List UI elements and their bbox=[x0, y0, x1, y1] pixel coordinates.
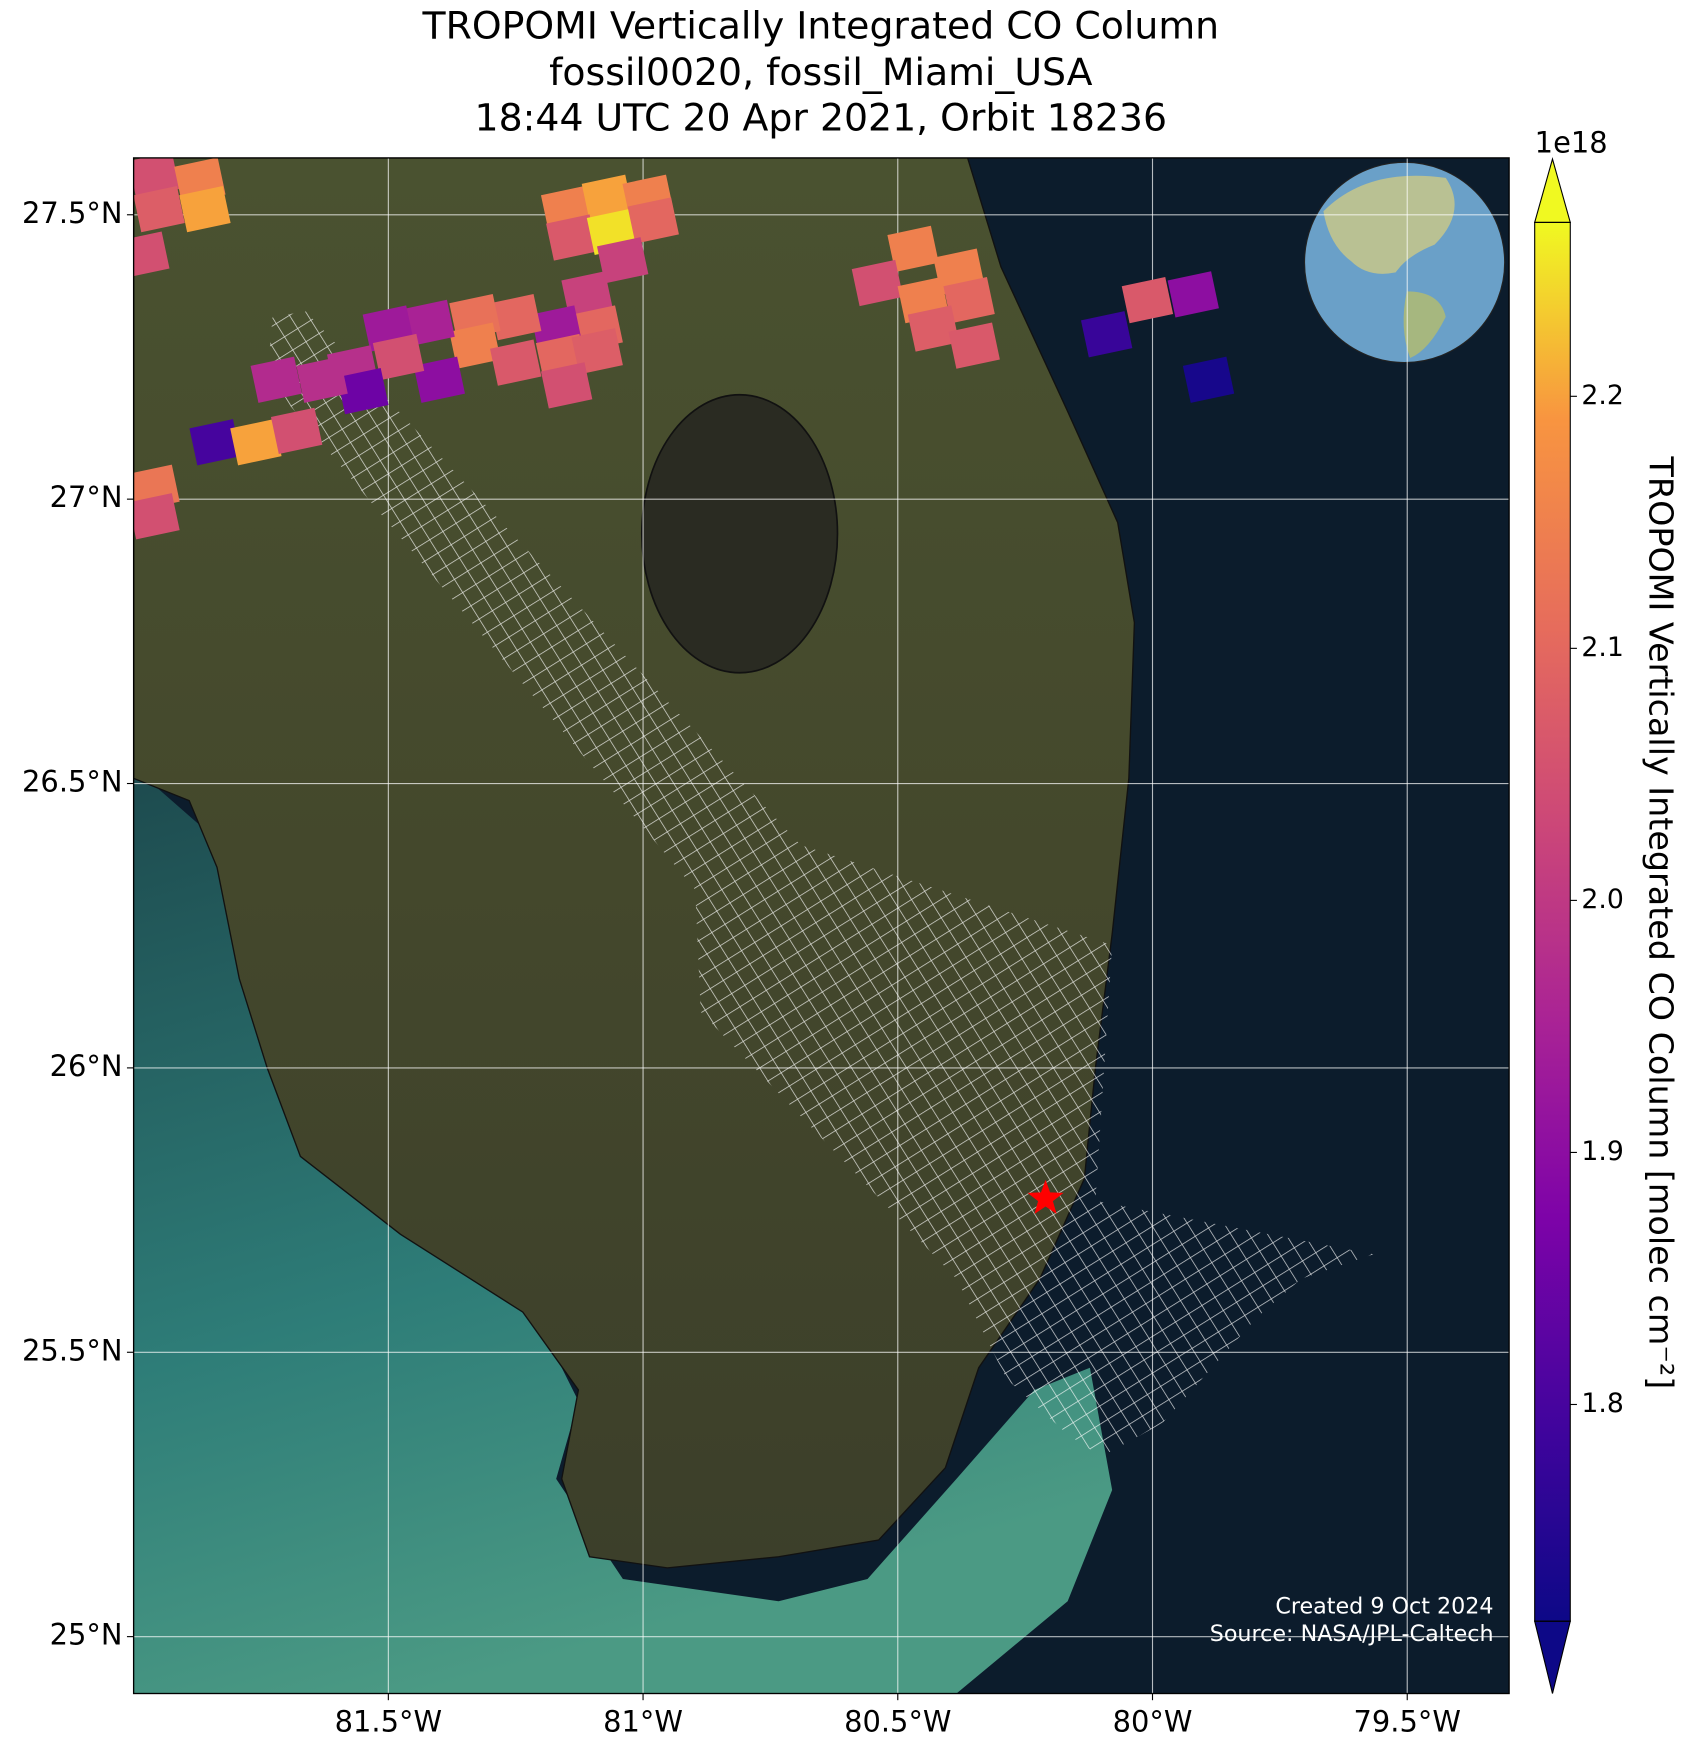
co-pixel bbox=[546, 214, 598, 261]
shallow-water bbox=[133, 767, 1113, 1694]
co-pixel bbox=[627, 197, 679, 244]
colorbar-frame bbox=[1534, 221, 1571, 1622]
colorbar-tick-label: 2.1 bbox=[1581, 632, 1623, 663]
colorbar-label: TROPOMI Vertically Integrated CO Column … bbox=[1642, 456, 1681, 1390]
co-pixel bbox=[133, 185, 185, 233]
footer-line: Source: NASA/JPL-Caltech bbox=[1210, 1621, 1494, 1647]
colorbar-tick-label: 1.8 bbox=[1581, 1388, 1623, 1419]
inset-globe bbox=[1303, 161, 1506, 364]
y-tick-label: 25°N bbox=[50, 1618, 123, 1652]
x-tick-label: 80°W bbox=[1113, 1705, 1193, 1739]
co-pixel bbox=[296, 356, 348, 403]
co-pixel bbox=[372, 333, 425, 381]
co-pixel bbox=[1080, 311, 1133, 358]
colorbar bbox=[1534, 222, 1571, 1622]
title-line: fossil0020, fossil_Miami_USA bbox=[549, 50, 1093, 94]
co-pixel bbox=[490, 294, 542, 341]
x-tick-label: 80.5°W bbox=[844, 1705, 951, 1739]
co-pixel bbox=[851, 259, 904, 307]
co-pixel bbox=[597, 237, 649, 284]
footer-line: Created 9 Oct 2024 bbox=[1275, 1593, 1493, 1619]
data-layer bbox=[133, 157, 1510, 1694]
y-tick-label: 26°N bbox=[50, 1049, 123, 1083]
co-pixel bbox=[540, 362, 593, 409]
co-pixel bbox=[133, 493, 180, 540]
title-line: TROPOMI Vertically Integrated CO Column bbox=[421, 3, 1219, 47]
y-tick-label: 26.5°N bbox=[22, 765, 122, 799]
co-pixel bbox=[581, 174, 634, 221]
site-marker bbox=[1027, 1179, 1064, 1215]
colorbar-tick-label: 2.2 bbox=[1581, 380, 1623, 411]
co-pixel bbox=[490, 339, 542, 386]
co-pixel bbox=[943, 276, 995, 324]
lake bbox=[640, 393, 839, 674]
x-tick-label: 81°W bbox=[603, 1705, 683, 1739]
x-tick-label: 81.5°W bbox=[335, 1705, 442, 1739]
y-tick-label: 25.5°N bbox=[22, 1333, 122, 1367]
co-pixel bbox=[133, 157, 180, 199]
globe-land bbox=[1323, 175, 1455, 274]
co-pixel bbox=[948, 322, 1000, 369]
colorbar-offset: 1e18 bbox=[1535, 126, 1608, 160]
co-pixel bbox=[270, 407, 323, 455]
footprint-mesh bbox=[267, 311, 1374, 1457]
colorbar-tick-label: 2.0 bbox=[1581, 884, 1623, 915]
co-pixel bbox=[1167, 271, 1219, 318]
co-pixel bbox=[449, 322, 501, 369]
colorbar-extend-bottom bbox=[1533, 1620, 1571, 1694]
co-pixel bbox=[189, 419, 241, 466]
globe-land bbox=[1403, 291, 1446, 359]
co-pixel bbox=[887, 225, 939, 273]
colorbar-extend-top bbox=[1533, 156, 1572, 223]
co-pixel bbox=[337, 367, 389, 415]
map-frame bbox=[132, 157, 1510, 1695]
co-pixel bbox=[413, 356, 465, 403]
co-pixel bbox=[907, 305, 960, 352]
co-pixel bbox=[250, 356, 302, 403]
title-line: 18:44 UTC 20 Apr 2021, Orbit 18236 bbox=[475, 96, 1167, 140]
co-pixel bbox=[1121, 276, 1174, 324]
co-pixel bbox=[1182, 356, 1235, 403]
co-pixel bbox=[179, 185, 231, 233]
colorbar-tick-label: 1.9 bbox=[1581, 1136, 1623, 1167]
y-tick-label: 27°N bbox=[50, 480, 123, 514]
x-tick-label: 79.5°W bbox=[1354, 1705, 1461, 1739]
co-pixel bbox=[230, 419, 282, 466]
y-tick-label: 27.5°N bbox=[22, 196, 122, 230]
map-background bbox=[133, 157, 1510, 1694]
co-pixel bbox=[133, 231, 170, 278]
